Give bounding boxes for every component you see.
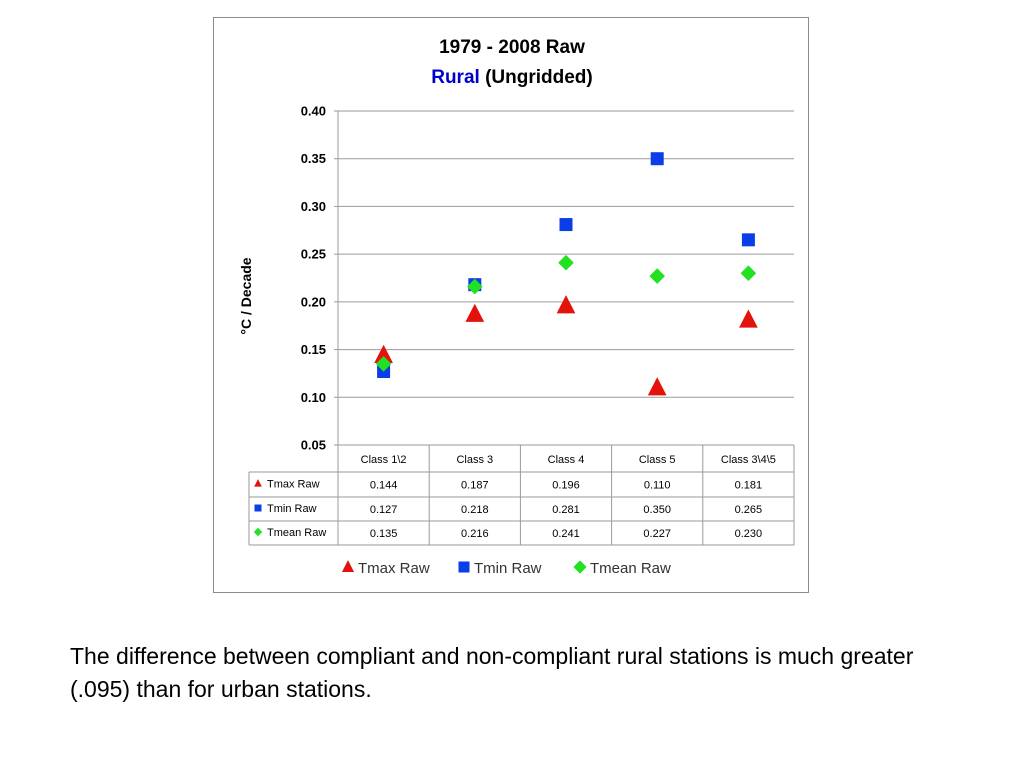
category-label: Class 3\4\5: [721, 454, 776, 466]
y-tick-label: 0.25: [301, 247, 326, 262]
slide-caption: The difference between compliant and non…: [70, 643, 914, 702]
table-value: 0.218: [461, 504, 489, 516]
table-value: 0.196: [552, 480, 580, 492]
data-point: [374, 344, 393, 363]
y-tick-labels: 0.40 0.35 0.30 0.25 0.20 0.15 0.10 0.05: [301, 104, 326, 453]
legend-label: Tmax Raw: [358, 560, 430, 577]
table-value: 0.135: [370, 528, 398, 540]
y-tick-label: 0.40: [301, 104, 326, 119]
y-tick-label: 0.30: [301, 199, 326, 214]
data-point: [375, 356, 392, 372]
chart-title-line-1: 1979 - 2008 Raw: [439, 37, 585, 58]
gridlines: [334, 110, 794, 446]
scatter-chart: 1979 - 2008 Raw Rural (Ungridded) °C / D…: [238, 37, 795, 577]
data-point: [739, 309, 758, 328]
table-value: 0.110: [644, 480, 671, 492]
y-tick-label: 0.35: [301, 151, 326, 166]
table-series-key: [253, 527, 263, 537]
table-value: 0.216: [461, 528, 489, 540]
table-series-key: [254, 504, 262, 512]
data-point: [647, 377, 667, 396]
y-tick-label: 0.20: [301, 294, 326, 309]
table-value: 0.187: [461, 480, 489, 492]
table-value: 0.227: [643, 528, 671, 540]
data-point: [650, 152, 664, 166]
y-axis-label: °C / Decade: [238, 257, 254, 334]
data-point: [740, 265, 757, 282]
category-label: Class 4: [548, 454, 585, 466]
table-value: 0.230: [735, 528, 763, 540]
table-series-name: Tmin Raw: [267, 503, 317, 515]
table-series-key: [254, 479, 262, 487]
chart-frame: 1979 - 2008 Raw Rural (Ungridded) °C / D…: [213, 17, 809, 593]
data-markers: [374, 152, 758, 396]
legend: Tmax Raw Tmin Raw Tmean Raw: [341, 560, 671, 577]
chart-title-rest: (Ungridded): [480, 67, 593, 88]
data-point: [558, 254, 574, 271]
category-label: Class 1\2: [361, 454, 407, 466]
table-value: 0.241: [552, 528, 580, 540]
table-value: 0.265: [735, 504, 763, 516]
y-tick-label: 0.10: [301, 390, 326, 405]
table-value: 0.181: [735, 480, 763, 492]
data-point: [649, 268, 665, 284]
legend-key: [458, 561, 470, 573]
legend-key: [341, 560, 355, 572]
data-table: Class 1\2 Class 3 Class 4 Class 5 Class 3\4\…: [248, 444, 795, 546]
legend-label: Tmin Raw: [474, 560, 542, 577]
table-series-name: Tmean Raw: [267, 527, 326, 539]
y-tick-label: 0.05: [301, 438, 326, 453]
data-point: [556, 295, 576, 314]
table-value: 0.144: [370, 480, 398, 492]
table-value: 0.281: [552, 504, 580, 516]
table-series-name: Tmax Raw: [267, 479, 320, 491]
category-label: Class 5: [639, 454, 676, 466]
table-value: 0.127: [370, 504, 398, 516]
data-point: [467, 278, 483, 295]
chart-title-highlight: Rural: [431, 67, 480, 88]
chart-title-line-2: Rural (Ungridded): [431, 67, 593, 88]
y-tick-label: 0.15: [301, 342, 326, 357]
data-point: [465, 303, 485, 322]
table-value: 0.350: [643, 504, 671, 516]
category-label: Class 3: [456, 454, 493, 466]
data-point: [741, 233, 755, 247]
legend-key: [573, 560, 587, 574]
data-point: [559, 218, 573, 232]
legend-label: Tmean Raw: [590, 560, 671, 577]
